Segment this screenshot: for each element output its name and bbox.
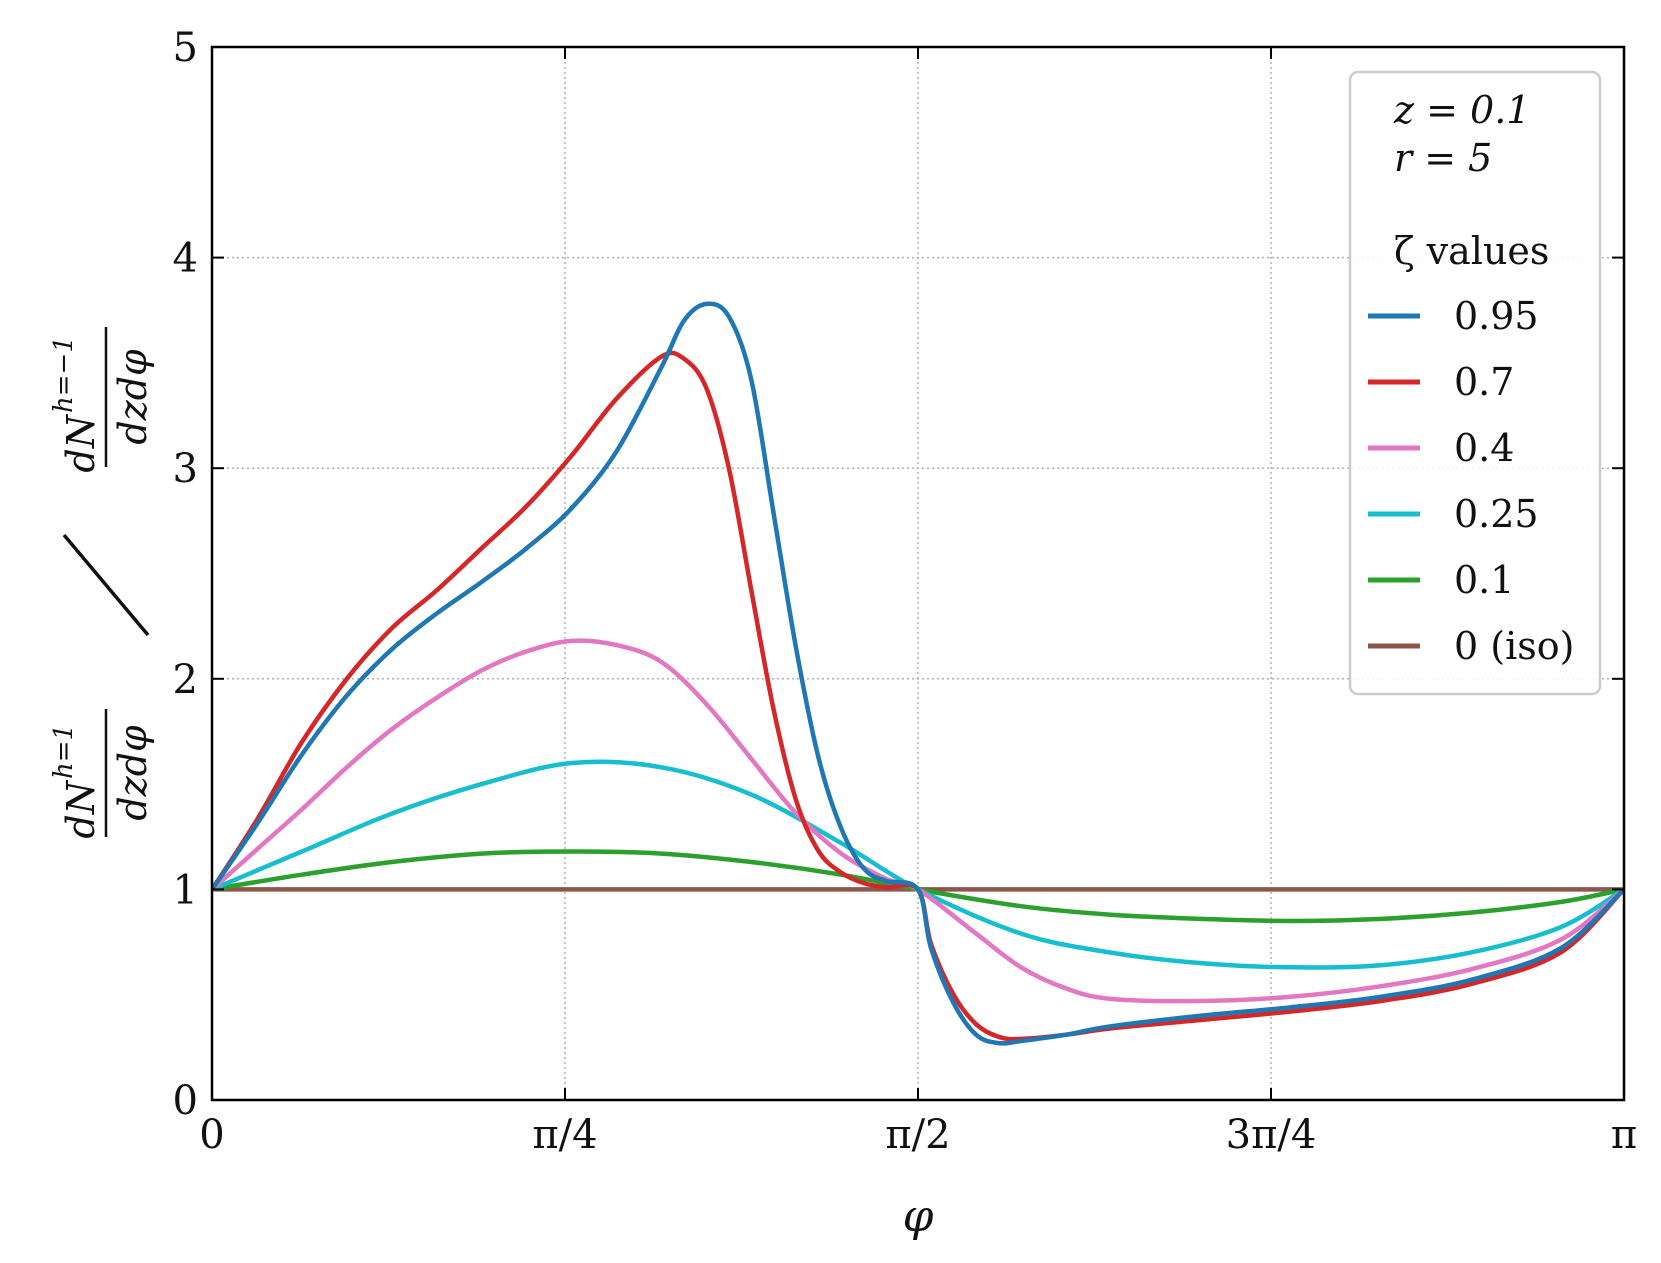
x-tick-label: 0: [199, 1112, 224, 1158]
x-tick-label: π/2: [885, 1112, 950, 1158]
y-label-num-main: dN: [59, 779, 103, 838]
x-axis-label: φ: [903, 1191, 934, 1242]
legend-label: 0.7: [1454, 360, 1514, 404]
svg-text:dN: dN: [59, 779, 103, 838]
svg-text:h=1: h=1: [49, 724, 79, 779]
x-tick-label: π: [1611, 1112, 1637, 1158]
y-tick-label: 1: [173, 867, 198, 913]
series-line-0-95: [212, 301, 1624, 1046]
y-label-den-sup: h=−1: [49, 336, 79, 413]
legend-box: [1348, 70, 1602, 696]
y-tick-label: 0: [173, 1078, 198, 1124]
svg-text:dzdφ: dzdφ: [111, 725, 155, 821]
tick-labels: 0 π/4 π/2 3π/4 π 0 1 2 3 4 5: [173, 25, 1638, 1158]
y-axis-label: dN h=1 dzdφ dN h=−1 dzdφ: [49, 327, 155, 839]
y-label-num-sup: h=1: [49, 724, 79, 779]
x-tick-label: π/4: [532, 1112, 597, 1158]
legend-label: 0.4: [1454, 426, 1514, 470]
legend-label: 0 (iso): [1454, 624, 1574, 668]
legend-param-z: z = 0.1: [1393, 88, 1530, 132]
svg-text:dN: dN: [59, 413, 103, 472]
legend-title: ζ values: [1394, 229, 1549, 273]
legend-param-r: r = 5: [1394, 136, 1492, 180]
legend-label: 0.1: [1454, 558, 1514, 602]
series-line-0-4: [212, 638, 1624, 1004]
legend: z = 0.1 r = 5 ζ values 0.95 0.7 0.4 0.25 0.1…: [1348, 70, 1602, 696]
svg-text:dzdφ: dzdφ: [111, 349, 155, 445]
y-label-division-slash: [62, 533, 150, 637]
y-tick-label: 4: [173, 236, 198, 282]
legend-label: 0.25: [1454, 492, 1539, 536]
x-tick-label: 3π/4: [1226, 1112, 1317, 1158]
y-tick-label: 3: [173, 446, 198, 492]
legend-label: 0.95: [1454, 294, 1539, 338]
ticks: [211, 46, 1625, 1101]
y-label-denominator: dN h=−1 dzdφ: [49, 327, 155, 473]
series-line-0-7: [212, 350, 1624, 1042]
y-label-num-den: dzdφ: [111, 725, 155, 821]
y-label-numerator: dN h=1 dzdφ: [49, 709, 155, 839]
y-tick-label: 2: [173, 657, 198, 703]
y-label-den-den: dzdφ: [111, 349, 155, 445]
y-tick-label: 5: [173, 25, 198, 71]
series-layer: [212, 301, 1624, 1046]
y-label-den-main: dN: [59, 413, 103, 472]
svg-text:h=−1: h=−1: [49, 336, 79, 413]
legend-entries: 0.95 0.7 0.4 0.25 0.1 0 (iso): [1368, 294, 1574, 668]
